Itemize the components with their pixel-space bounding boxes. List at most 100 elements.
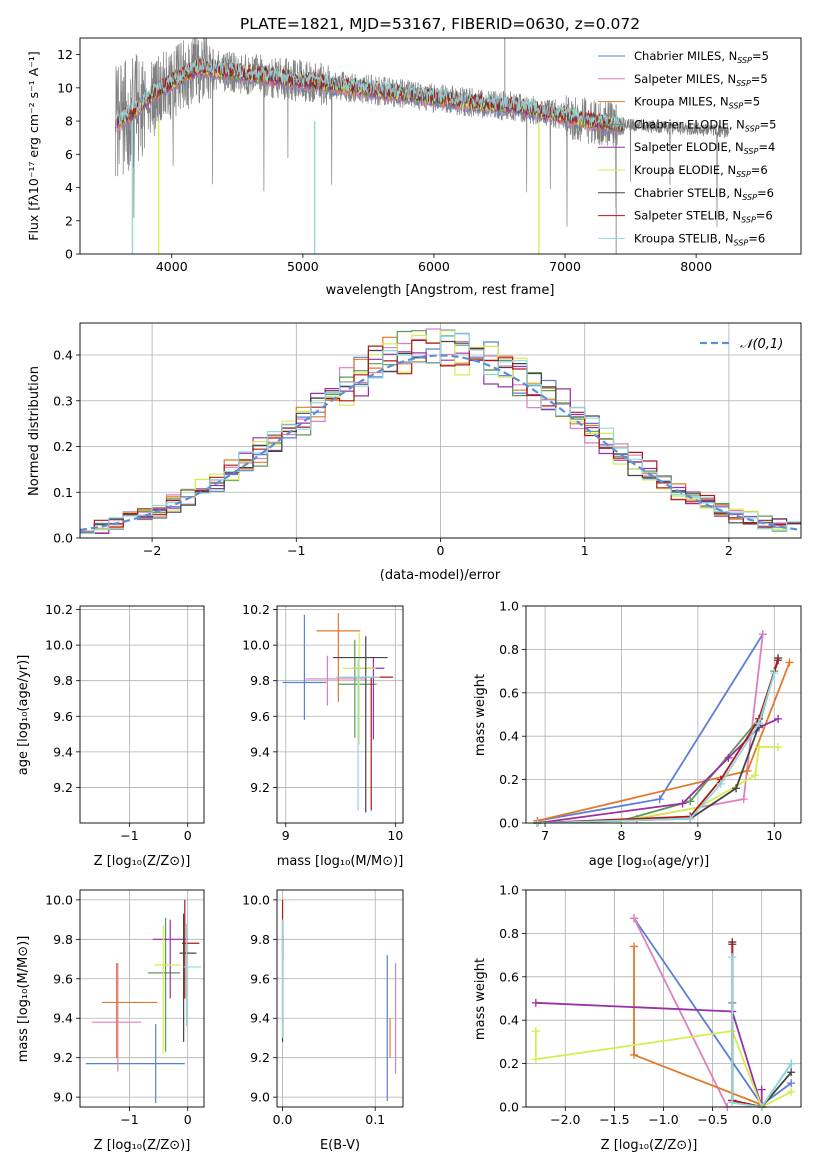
mass-vs-metallicity-panel: −1 0 9.0 9.2 9.4 9.6 9.8 10.0 Z [log₁₀(Z/Z⊙)] m…: [16, 889, 205, 1153]
x-axis-label: wavelength [Angstrom, rest frame]: [326, 283, 555, 298]
legend: Chabrier MILES, NSSP=5 Salpeter MILES, NS…: [598, 49, 776, 247]
x-tick-label: 5000: [287, 259, 319, 274]
mass-weight-marker: [774, 656, 783, 665]
y-tick-label: 0.8: [499, 642, 519, 657]
x-tick-label: −1: [287, 543, 305, 558]
y-tick-label: 9.4: [53, 744, 73, 759]
y-axis-label: mass weight: [473, 958, 488, 1040]
x-tick-label: −1: [120, 828, 138, 843]
x-tick-label: 0.0: [273, 1112, 293, 1127]
y-tick-label: 10: [57, 80, 73, 95]
mass-weight-line: [731, 957, 792, 1107]
mass-weight-marker: [739, 795, 748, 804]
mass-weight-marker: [531, 1055, 540, 1064]
y-tick-label: 0.4: [499, 1013, 519, 1028]
y-tick-label: 9.6: [53, 971, 73, 986]
y-tick-label: 0.2: [499, 772, 519, 787]
age-vs-mass-panel: 9 10 9.2 9.4 9.6 9.8 10.0 10.2 mass [log₁₀(M/M⊙…: [242, 602, 404, 869]
x-axis-label: Z [log₁₀(Z/Z⊙)]: [94, 854, 191, 869]
mass-weight-marker: [774, 743, 783, 752]
y-tick-label: 0.3: [53, 393, 73, 408]
x-tick-label: 8000: [680, 259, 712, 274]
y-tick-label: 9.6: [250, 971, 270, 986]
mass-weight-marker: [630, 942, 639, 951]
mass-weight-line: [537, 662, 791, 822]
y-tick-label: 10.2: [242, 602, 270, 617]
mass-weight-marker: [787, 1059, 796, 1068]
mass-weight-marker: [716, 779, 725, 788]
mass-weight-marker: [531, 1027, 540, 1036]
mass-weight-marker: [686, 814, 695, 823]
mass-weight-line: [633, 917, 762, 1107]
y-tick-label: 6: [65, 147, 73, 162]
x-tick-label: −1.0: [648, 1112, 678, 1127]
y-tick-label: 0.0: [53, 531, 73, 546]
y-tick-label: 1.0: [499, 883, 519, 898]
mass-weight-marker: [531, 998, 540, 1007]
y-tick-label: 9.8: [250, 932, 270, 947]
y-tick-label: 10.0: [242, 892, 270, 907]
x-axis-label: (data-model)/error: [380, 568, 501, 583]
x-tick-label: 6000: [418, 259, 450, 274]
y-tick-label: 10.0: [45, 638, 73, 653]
axes-frame: [276, 889, 404, 1108]
y-tick-label: 9.6: [250, 709, 270, 724]
y-tick-label: 0.6: [499, 685, 519, 700]
y-tick-label: 0.2: [499, 1056, 519, 1071]
chart-title: PLATE=1821, MJD=53167, FIBERID=0630, z=0…: [240, 15, 640, 33]
x-tick-label: −1: [120, 1112, 138, 1127]
mass-weight-marker: [754, 719, 763, 728]
axes-frame: [79, 322, 802, 539]
x-tick-label: 7000: [549, 259, 581, 274]
y-tick-label: 4: [65, 180, 73, 195]
y-tick-label: 0.1: [53, 485, 73, 500]
mass-weight-vs-metallicity-panel: −2.0 −1.5 −1.0 −0.5 0.0 0.0 0.2 0.4 0.6 0.8 1.0 Z …: [473, 883, 802, 1153]
axes-frame: [79, 37, 802, 255]
y-axis-label: mass weight: [473, 674, 488, 756]
y-tick-label: 9.2: [250, 780, 270, 795]
x-tick-label: 2: [725, 543, 733, 558]
x-tick-label: 0: [184, 828, 192, 843]
x-tick-label: 10: [766, 828, 782, 843]
age-vs-metallicity-panel: −1 09.29.49.69.810.010.2 Z [log₁₀(Z/Z⊙)] …: [16, 602, 205, 869]
y-tick-label: 9.0: [250, 1090, 270, 1105]
residual-histogram: [80, 332, 801, 534]
mass-weight-marker: [630, 1050, 639, 1059]
mass-weight-marker: [724, 753, 733, 762]
mass-vs-extinction-panel: 0.0 0.1 9.0 9.2 9.4 9.6 9.8 10.0 E(B-V): [242, 889, 404, 1153]
y-tick-label: 0.4: [53, 348, 73, 363]
mass-weight-marker: [678, 799, 687, 808]
x-tick-label: 4000: [156, 259, 188, 274]
y-tick-label: 9.2: [53, 780, 73, 795]
legend-label: Kroupa ELODIE, NSSP=6: [634, 163, 768, 179]
mass-weight-vs-age-panel: 7 8 9 10 0.0 0.2 0.4 0.6 0.8 1.0 age [log₁₀(age/y…: [473, 599, 802, 869]
y-tick-label: 9.8: [53, 673, 73, 688]
y-tick-label: 9.2: [250, 1050, 270, 1065]
mass-weight-marker: [787, 1079, 796, 1088]
axes-frame: [79, 605, 205, 824]
x-tick-label: −1.5: [599, 1112, 629, 1127]
mass-weight-marker: [758, 630, 767, 639]
x-tick-label: 0.0: [752, 1112, 772, 1127]
mass-weight-marker: [743, 766, 752, 775]
y-axis-label: age [log₁₀(age/yr)]: [16, 655, 31, 776]
axes-frame: [525, 605, 802, 824]
legend-label: Salpeter STELIB, NSSP=6: [634, 209, 773, 225]
y-tick-label: 1.0: [499, 599, 519, 614]
y-tick-label: 8: [65, 114, 73, 129]
mass-weight-marker: [655, 795, 664, 804]
y-tick-label: 10.0: [45, 892, 73, 907]
y-tick-label: 10.2: [45, 602, 73, 617]
y-tick-label: 0: [65, 247, 73, 262]
y-tick-label: 9.8: [250, 673, 270, 688]
legend-label: Kroupa MILES, NSSP=5: [634, 95, 760, 111]
x-axis-label: mass [log₁₀(M/M⊙)]: [277, 854, 404, 869]
normal-curve: [79, 354, 802, 532]
y-tick-label: 9.0: [53, 1090, 73, 1105]
y-tick-label: 0.6: [499, 969, 519, 984]
x-axis-label: Z [log₁₀(Z/Z⊙)]: [94, 1138, 191, 1153]
mass-weight-marker: [728, 1098, 737, 1107]
y-tick-label: 12: [57, 47, 73, 62]
mass-weight-marker: [785, 658, 794, 667]
axes-frame: [79, 889, 205, 1108]
